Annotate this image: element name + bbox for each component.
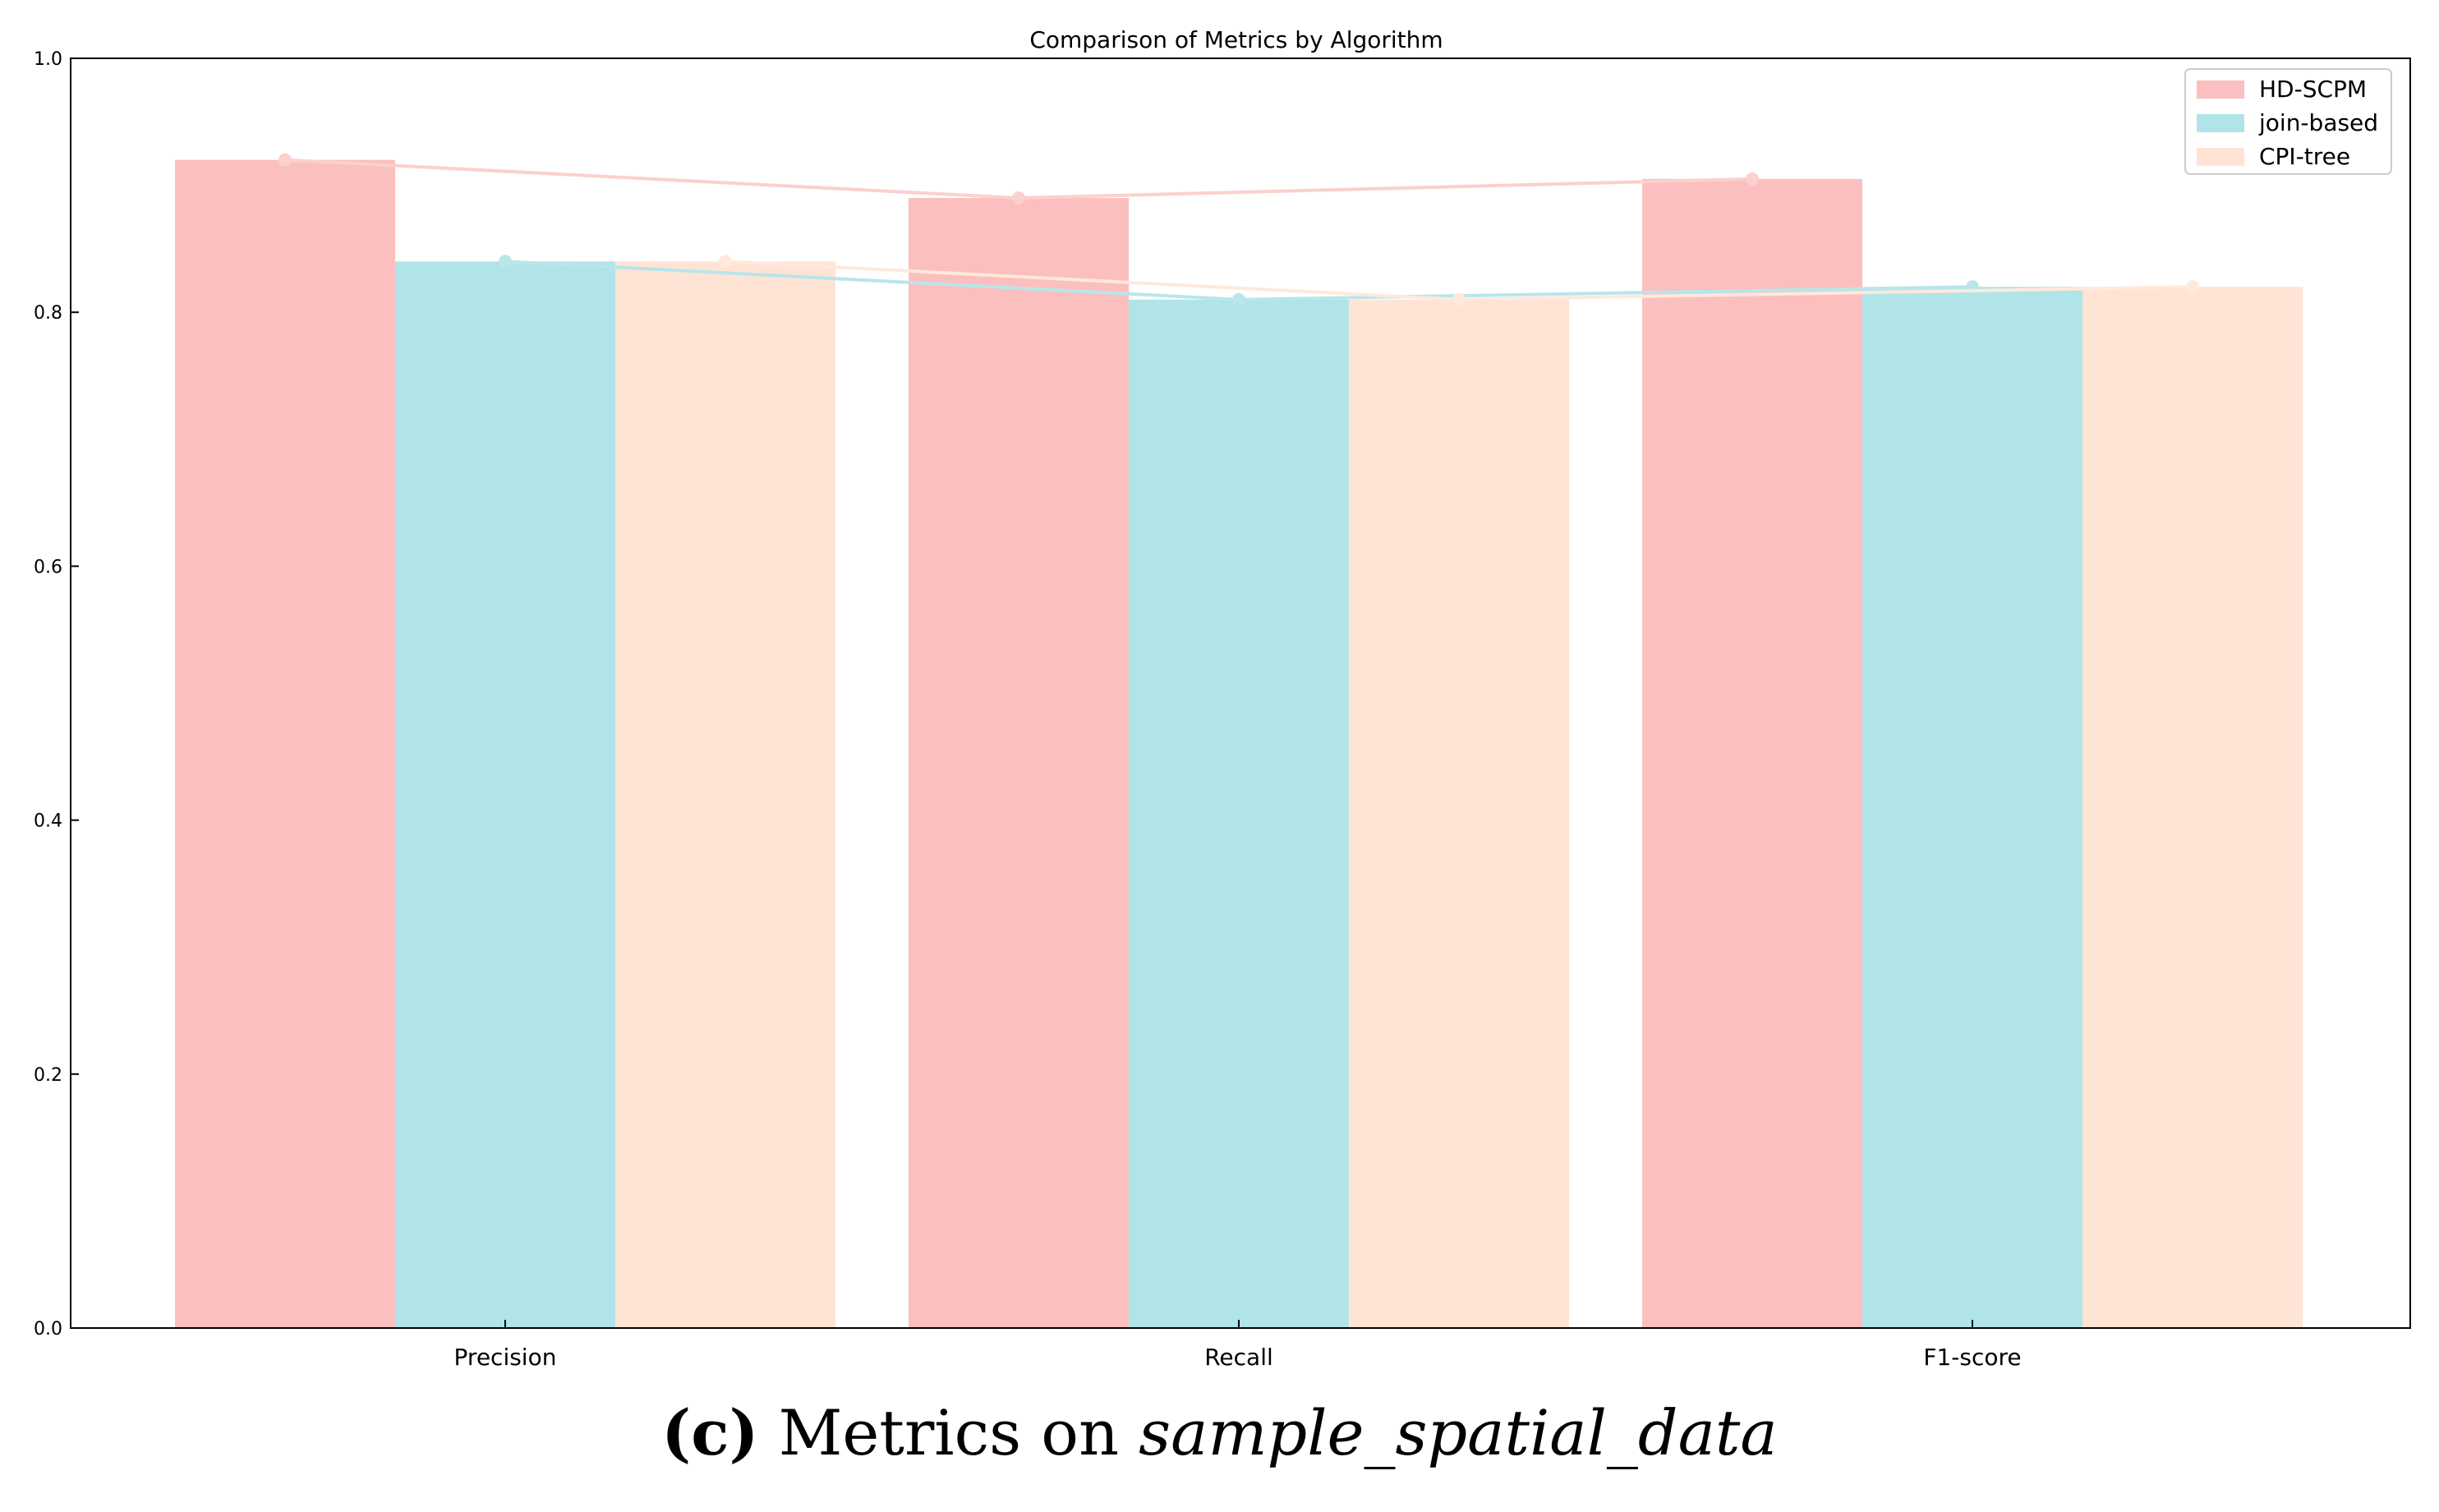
caption-prefix: Metrics on (758, 1396, 1139, 1469)
x-tick-label-Precision: Precision (454, 1344, 557, 1371)
bar-CPI-tree-Recall (1349, 299, 1569, 1328)
point-HD-SCPM-F1-score (1746, 172, 1759, 186)
y-tick-label-0.0: 0.0 (34, 1319, 62, 1340)
figure-caption: (c) Metrics on sample_spatial_data (0, 1396, 2439, 1469)
caption-label: (c) (661, 1396, 759, 1469)
point-CPI-tree-Recall (1452, 292, 1466, 306)
point-HD-SCPM-Precision (278, 153, 292, 167)
bars-layer (175, 159, 2303, 1329)
bar-join-based-Precision (395, 261, 615, 1328)
x-tick-label-F1-score: F1-score (1923, 1344, 2021, 1371)
caption-dataset: sample_spatial_data (1139, 1396, 1778, 1469)
bar-chart: Comparison of Metrics by Algorithm 0.00.… (34, 26, 2411, 1371)
y-tick-label-0.4: 0.4 (34, 811, 62, 832)
point-HD-SCPM-Recall (1012, 191, 1025, 205)
point-join-based-Precision (499, 255, 512, 269)
bar-CPI-tree-Precision (615, 261, 835, 1328)
legend-label-HD-SCPM: HD-SCPM (2259, 76, 2367, 103)
y-tick-label-1.0: 1.0 (34, 49, 62, 70)
legend-swatch-join-based (2197, 114, 2244, 132)
chart-title: Comparison of Metrics by Algorithm (1029, 26, 1443, 53)
y-tick-label-0.8: 0.8 (34, 303, 62, 324)
legend-label-CPI-tree: CPI-tree (2259, 143, 2350, 170)
axes-layer: 0.0 0.2 0.4 0.6 0.8 1.0 Precision Recall F1-scor… (34, 49, 2411, 1371)
point-join-based-Recall (1232, 292, 1245, 306)
bar-HD-SCPM-Recall (909, 198, 1129, 1328)
legend: HD-SCPM join-based CPI-tree (2184, 68, 2392, 175)
legend-label-join-based: join-based (2258, 109, 2378, 136)
legend-swatch-CPI-tree (2197, 148, 2244, 166)
y-tick-label-0.6: 0.6 (34, 557, 62, 577)
point-CPI-tree-Precision (719, 255, 732, 269)
bar-join-based-Recall (1129, 299, 1349, 1328)
bar-HD-SCPM-F1-score (1642, 178, 1862, 1328)
x-tick-label-Recall: Recall (1204, 1344, 1273, 1371)
plot-frame (70, 57, 2411, 1329)
bar-CPI-tree-F1-score (2082, 287, 2303, 1328)
y-tick-label-0.2: 0.2 (34, 1065, 62, 1086)
bar-join-based-F1-score (1862, 287, 2082, 1328)
point-CPI-tree-F1-score (2186, 280, 2199, 294)
bar-HD-SCPM-Precision (175, 159, 395, 1329)
series-lines-layer (278, 153, 2199, 306)
legend-swatch-HD-SCPM (2197, 80, 2244, 99)
